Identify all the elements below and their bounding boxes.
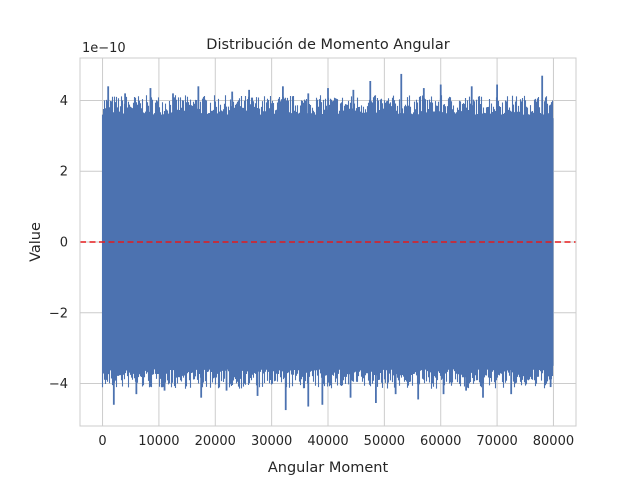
- x-tick-label: 50000: [364, 434, 405, 449]
- x-axis-label: Angular Moment: [268, 460, 389, 476]
- y-axis-ticks: −4 −2 0 2 4: [49, 94, 68, 392]
- x-tick-label: 80000: [533, 434, 574, 449]
- x-tick-label: 30000: [251, 434, 292, 449]
- x-tick-label: 70000: [476, 434, 517, 449]
- x-tick-label: 60000: [420, 434, 461, 449]
- y-tick-label: 0: [60, 236, 68, 251]
- x-tick-label: 20000: [195, 434, 236, 449]
- x-tick-label: 10000: [138, 434, 179, 449]
- y-axis-label: Value: [28, 222, 44, 262]
- chart-title: Distribución de Momento Angular: [206, 37, 449, 53]
- x-axis-ticks: 0 10000 20000 30000 40000 50000 60000 70000 8000…: [98, 434, 574, 449]
- plot-frame: [79, 57, 577, 427]
- y-tick-label: −2: [49, 306, 68, 321]
- x-tick-label: 40000: [307, 434, 348, 449]
- y-tick-label: 4: [60, 94, 68, 109]
- x-tick-label: 0: [98, 434, 106, 449]
- y-offset-label: 1e−10: [82, 41, 126, 56]
- y-tick-label: −4: [49, 377, 68, 392]
- y-tick-label: 2: [60, 165, 68, 180]
